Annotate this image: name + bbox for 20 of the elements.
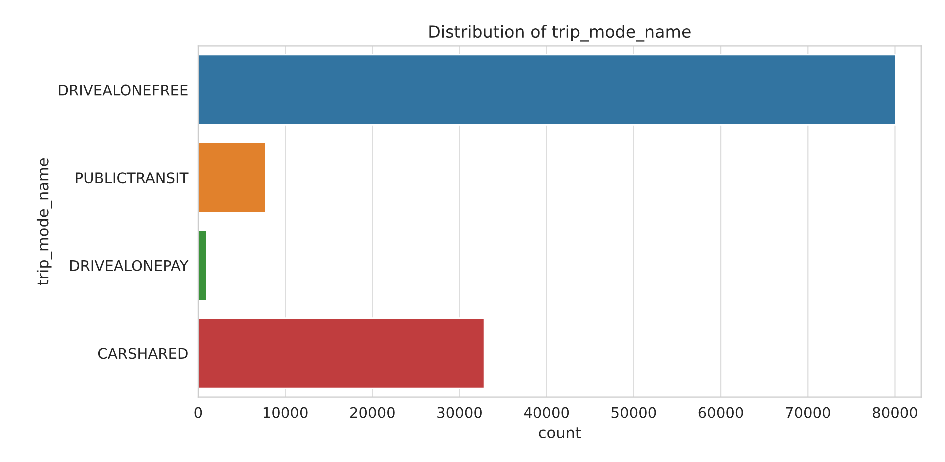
- bar: [198, 54, 896, 126]
- x-tick-label: 50000: [612, 407, 656, 418]
- chart-title: Distribution of trip_mode_name: [430, 25, 691, 42]
- x-tick-label: 80000: [873, 407, 918, 418]
- bar: [198, 230, 208, 302]
- y-axis-title: trip_mode_name: [36, 158, 52, 286]
- x-tick-label: 10000: [264, 407, 308, 418]
- y-tick-label: DRIVEALONEPAY: [70, 260, 189, 272]
- x-tick-label: 60000: [698, 407, 744, 418]
- x-tick-label: 30000: [438, 407, 482, 418]
- x-tick-label: 40000: [524, 407, 570, 418]
- y-tick-label: PUBLICTRANSIT: [76, 172, 189, 184]
- x-tick-label: 0: [194, 407, 202, 418]
- y-tick-label: CARSHARED: [98, 348, 188, 360]
- x-axis-title: count: [539, 428, 582, 439]
- bar: [198, 318, 486, 390]
- y-tick-label: DRIVEALONEFREE: [59, 84, 188, 96]
- x-tick-label: 70000: [786, 407, 830, 418]
- bar: [198, 142, 267, 214]
- x-tick-label: 20000: [350, 407, 395, 418]
